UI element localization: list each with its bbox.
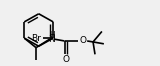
Text: N: N	[48, 35, 55, 44]
Text: O: O	[62, 55, 69, 64]
Text: O: O	[80, 36, 87, 45]
Text: Br: Br	[32, 34, 41, 43]
Text: H: H	[49, 31, 55, 40]
